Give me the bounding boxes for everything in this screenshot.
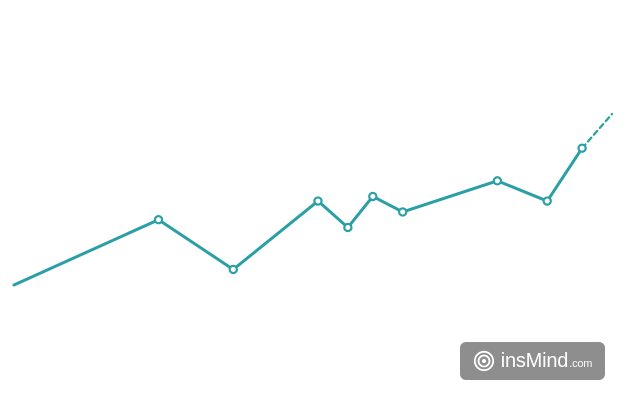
insmind-logo-icon [473, 350, 494, 372]
data-point-marker [153, 215, 164, 225]
projection-line [580, 112, 614, 150]
watermark-badge: insMind .com [460, 342, 605, 380]
data-point-marker [542, 196, 552, 206]
data-point-marker [492, 176, 503, 186]
data-point-marker [343, 222, 353, 233]
chart-markers [153, 143, 587, 275]
watermark-text: insMind .com [501, 351, 593, 371]
series-line [12, 146, 584, 287]
chart-lines [12, 112, 614, 287]
data-point-marker [368, 191, 378, 202]
data-point-marker [398, 207, 408, 217]
data-point-marker [577, 143, 587, 153]
watermark-suffix: .com [569, 358, 593, 370]
watermark-brand: insMind [500, 350, 569, 372]
data-point-marker [228, 264, 238, 275]
data-point-marker [313, 196, 323, 206]
